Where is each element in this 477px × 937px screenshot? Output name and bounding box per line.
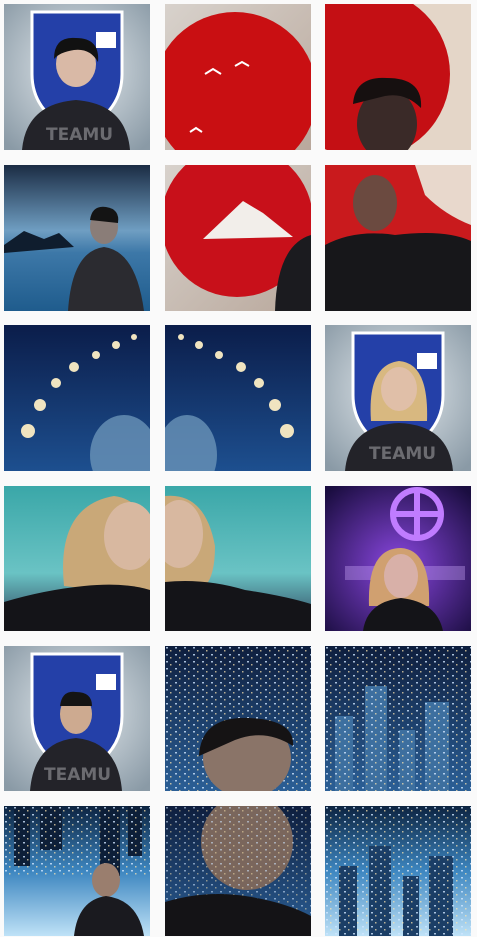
photo[interactable] xyxy=(325,646,471,791)
photo[interactable] xyxy=(165,646,311,798)
photo[interactable] xyxy=(161,145,313,311)
photo[interactable]: TEAMU xyxy=(4,646,150,791)
photo[interactable] xyxy=(325,486,471,631)
photo[interactable]: TEAMU xyxy=(325,325,471,471)
photo[interactable]: TEAMU xyxy=(4,4,150,150)
shirt-text: TEAMU xyxy=(369,444,436,464)
photo[interactable] xyxy=(157,325,311,495)
shirt-text: TEAMU xyxy=(46,125,113,145)
photo[interactable] xyxy=(280,0,471,160)
photo[interactable] xyxy=(155,486,311,631)
shirt-text: TEAMU xyxy=(44,765,111,785)
photo[interactable] xyxy=(4,486,156,631)
photo[interactable] xyxy=(153,4,317,176)
photo[interactable] xyxy=(4,325,158,495)
photo[interactable] xyxy=(4,806,150,936)
photo[interactable] xyxy=(4,165,150,311)
photo[interactable] xyxy=(165,794,311,936)
photo[interactable] xyxy=(325,165,471,311)
photo[interactable] xyxy=(325,806,471,936)
